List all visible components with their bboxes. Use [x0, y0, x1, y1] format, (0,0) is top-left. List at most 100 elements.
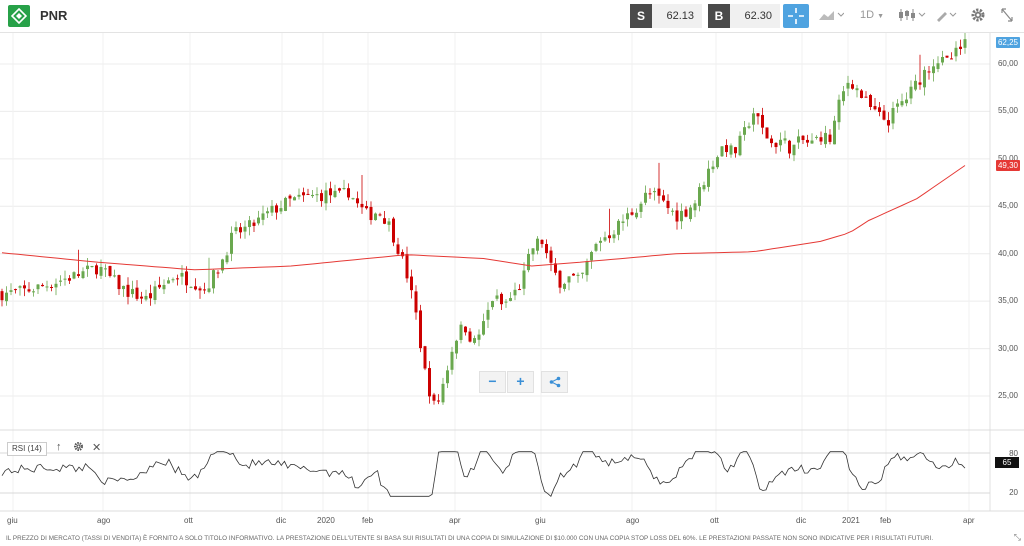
- candle-body: [140, 296, 143, 299]
- rsi-close-button[interactable]: ✕: [92, 441, 101, 454]
- candle-body: [927, 71, 931, 73]
- candle-body: [590, 252, 593, 261]
- candle-body: [180, 272, 184, 277]
- sell-price[interactable]: 62.13: [652, 4, 702, 28]
- candle-body: [248, 220, 251, 228]
- candle-body: [702, 185, 706, 190]
- candle-body: [275, 205, 278, 213]
- candle-body: [693, 203, 697, 211]
- candle-style-button[interactable]: [898, 8, 926, 25]
- candle-body: [351, 198, 355, 200]
- draw-tools-button[interactable]: [935, 8, 957, 25]
- candle-body: [131, 288, 134, 295]
- y-tick-label: 55,00: [997, 106, 1018, 116]
- candle-body: [806, 139, 809, 143]
- candle-body: [639, 203, 643, 212]
- candle-body: [918, 82, 922, 85]
- sell-button[interactable]: S: [630, 4, 652, 28]
- candle-body: [293, 197, 296, 201]
- app-logo: [8, 5, 30, 27]
- rsi-indicator-label[interactable]: RSI (14): [7, 442, 47, 456]
- x-tick-label: giu: [535, 516, 546, 525]
- candle-body: [513, 289, 517, 296]
- candle-body: [779, 139, 782, 146]
- candle-body: [383, 218, 386, 224]
- candle-body: [810, 140, 814, 144]
- last-price-label: 62,25: [996, 37, 1020, 48]
- candle-body: [477, 334, 481, 340]
- candle-body: [950, 58, 953, 60]
- candle-body: [171, 279, 175, 281]
- candle-body: [801, 135, 805, 141]
- candle-body: [923, 69, 926, 88]
- candle-body: [108, 265, 112, 276]
- candle-body: [27, 289, 31, 292]
- arrow-up-icon: ↑: [56, 441, 62, 453]
- candle-body: [234, 227, 238, 232]
- toolbar: PNR S 62.13 B 62.30 1D ▼: [0, 0, 1024, 33]
- candle-body: [32, 291, 35, 293]
- fullscreen-button[interactable]: [1000, 7, 1014, 26]
- timeframe-selector[interactable]: 1D ▼: [860, 9, 884, 21]
- price-chart[interactable]: [0, 33, 1024, 533]
- rsi-value: 65: [995, 457, 1019, 468]
- rsi-move-up-button[interactable]: ↑: [56, 441, 62, 453]
- chart-type-button[interactable]: [818, 8, 845, 25]
- candle-body: [860, 90, 863, 98]
- moving-average-label: 49,30: [996, 160, 1020, 171]
- candle-body: [549, 250, 553, 263]
- candle-body: [648, 193, 652, 195]
- candle-body: [189, 286, 193, 288]
- candle-body: [783, 138, 787, 141]
- candle-body: [495, 295, 499, 299]
- candle-body: [356, 198, 359, 204]
- zoom-in-button[interactable]: +: [507, 371, 534, 393]
- candle-body: [365, 206, 368, 209]
- candle-body: [819, 137, 823, 142]
- candle-body: [302, 192, 305, 196]
- gear-icon: [971, 8, 985, 22]
- candle-body: [603, 237, 607, 241]
- resize-handle[interactable]: ⤡: [1014, 532, 1021, 543]
- candle-body: [540, 239, 544, 245]
- y-tick-label: 50,00: [997, 153, 1018, 163]
- candle-body: [869, 95, 872, 107]
- candle-body: [963, 39, 967, 48]
- area-chart-icon: [819, 11, 845, 20]
- candle-body: [689, 207, 692, 220]
- candle-body: [729, 145, 733, 155]
- candle-body: [135, 287, 139, 299]
- candle-body: [554, 263, 557, 273]
- candle-body: [153, 286, 157, 300]
- candle-body: [216, 272, 220, 274]
- candle-body: [666, 200, 670, 209]
- settings-button[interactable]: [970, 7, 986, 26]
- buy-price[interactable]: 62.30: [730, 4, 780, 28]
- candle-body: [473, 338, 476, 343]
- candle-body: [905, 99, 908, 104]
- zoom-out-button[interactable]: −: [479, 371, 506, 393]
- x-tick-label: 2020: [317, 516, 335, 525]
- share-button[interactable]: [541, 371, 568, 393]
- disclaimer-text: IL PREZZO DI MERCATO (TASSI DI VENDITA) …: [6, 535, 934, 542]
- rsi-settings-button[interactable]: [73, 441, 84, 455]
- candle-body: [450, 351, 454, 370]
- pencil-icon: [937, 12, 957, 22]
- buy-button[interactable]: B: [708, 4, 730, 28]
- candle-body: [401, 252, 404, 257]
- candle-body: [252, 222, 256, 226]
- candle-body: [788, 140, 791, 154]
- candle-body: [909, 86, 913, 99]
- candle-body: [558, 270, 562, 288]
- candle-body: [882, 110, 886, 120]
- minus-icon: −: [488, 373, 497, 389]
- candle-body: [270, 205, 274, 213]
- candle-body: [815, 136, 818, 138]
- crosshair-button[interactable]: [783, 4, 809, 28]
- candle-body: [225, 255, 229, 263]
- candle-body: [423, 346, 427, 369]
- candle-body: [855, 88, 859, 91]
- rsi-panel: [1, 451, 966, 497]
- candle-body: [864, 96, 868, 98]
- candle-body: [347, 188, 350, 198]
